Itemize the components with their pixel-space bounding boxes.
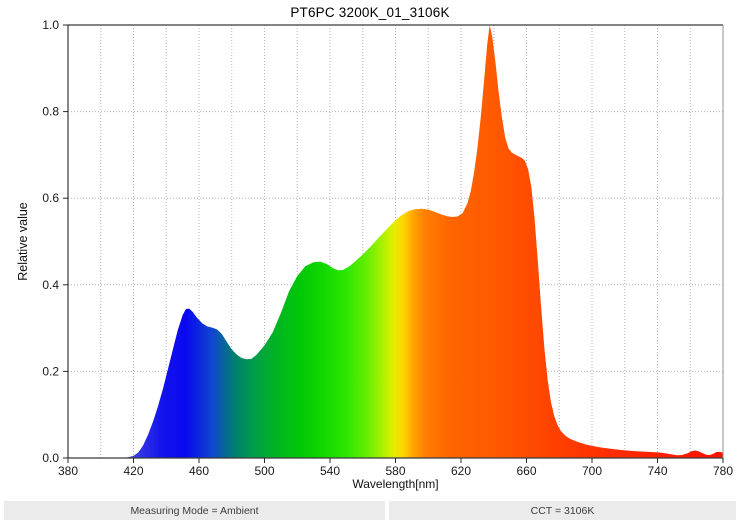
x-tick-label: 540 (320, 464, 340, 478)
y-tick-label: 0.2 (42, 364, 59, 378)
y-tick-label: 0.8 (42, 105, 59, 119)
x-tick-label: 700 (582, 464, 602, 478)
y-tick-label: 0.6 (42, 191, 59, 205)
x-tick-label: 420 (123, 464, 143, 478)
measuring-mode-readout: Measuring Mode = Ambient (4, 501, 385, 520)
y-axis-label: Relative value (16, 202, 30, 281)
y-tick-label: 0.0 (42, 451, 59, 465)
x-tick-label: 460 (189, 464, 209, 478)
spectrum-chart: 380 420 460 500 540 580 620 660 700 740 780 0.0 0.2 0… (42, 18, 733, 478)
x-tick-label: 380 (58, 464, 78, 478)
x-tick-label: 780 (713, 464, 733, 478)
cct-readout: CCT = 3106K (389, 501, 736, 520)
y-tick-label: 1.0 (42, 18, 59, 32)
spectrum-area (123, 25, 724, 458)
x-axis-label: Wavelength[nm] (352, 477, 439, 491)
x-tick-label: 500 (254, 464, 274, 478)
x-tick-label: 740 (647, 464, 667, 478)
page-title: PT6PC 3200K_01_3106K (290, 5, 450, 20)
x-tick-label: 660 (516, 464, 536, 478)
x-tick-label: 580 (385, 464, 405, 478)
x-tick-label: 620 (451, 464, 471, 478)
y-tick-label: 0.4 (42, 278, 59, 292)
